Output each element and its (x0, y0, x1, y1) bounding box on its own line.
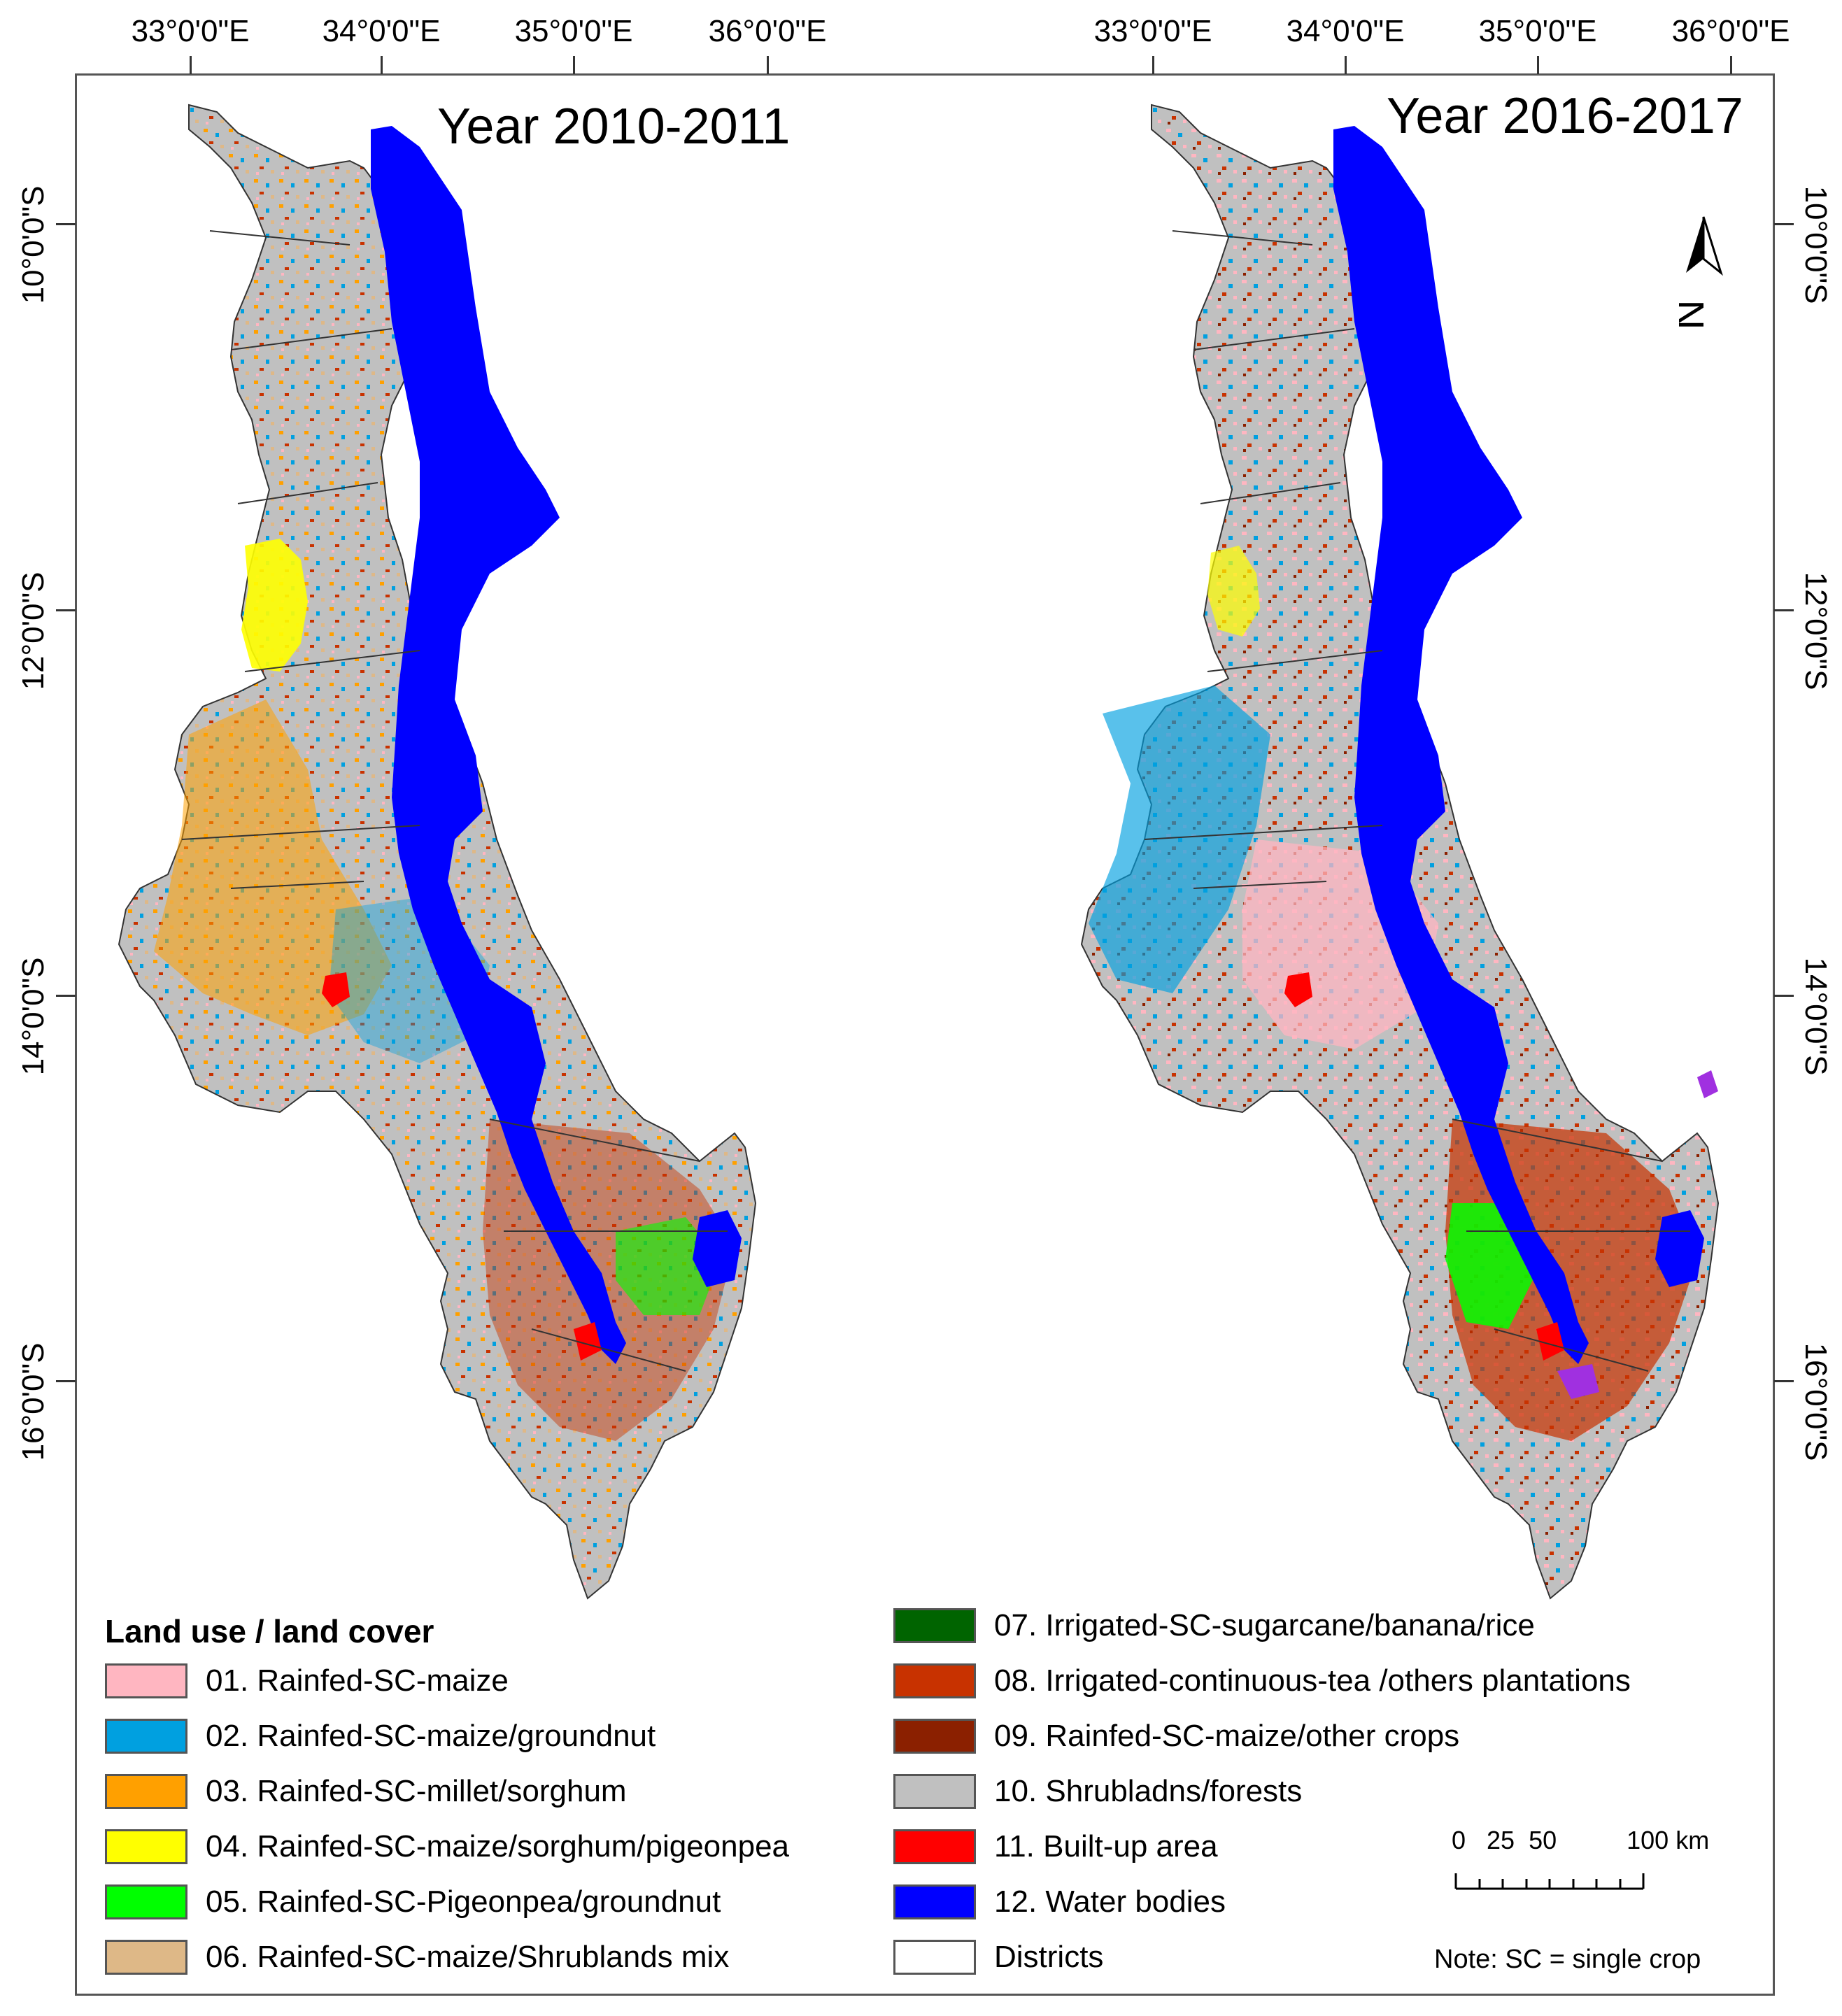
scale-bar (1454, 1873, 1645, 1890)
land-cover-maps (118, 104, 1720, 1600)
legend-item: 09. Rainfed-SC-maize/other crops (893, 1717, 1459, 1756)
lon-tick-mark (1730, 56, 1732, 74)
legend-swatch (105, 1663, 187, 1698)
legend-label: 12. Water bodies (994, 1884, 1226, 1919)
legend-swatch (893, 1940, 976, 1975)
legend-item: 04. Rainfed-SC-maize/sorghum/pigeonpea (105, 1827, 789, 1866)
lon-tick-mark (573, 56, 575, 74)
map-frame (75, 73, 1775, 1996)
legend-title: Land use / land cover (105, 1613, 434, 1649)
lon-tick-mark (381, 56, 383, 74)
legend-label: 02. Rainfed-SC-maize/groundnut (206, 1719, 656, 1753)
district-lines-2010 (181, 230, 728, 1372)
svg-text:N: N (1679, 299, 1713, 329)
legend-item: 12. Water bodies (893, 1882, 1226, 1922)
lon-tick-label: 33°0'0"E (131, 14, 250, 48)
lat-tick-mark (1774, 995, 1794, 997)
legend-label: 06. Rainfed-SC-maize/Shrublands mix (206, 1940, 730, 1974)
legend-label: 05. Rainfed-SC-Pigeonpea/groundnut (206, 1884, 721, 1919)
lon-tick-mark (1537, 56, 1539, 74)
lon-tick-label: 35°0'0"E (514, 14, 633, 48)
lon-tick-mark (767, 56, 769, 74)
map-2010-2011 (118, 104, 757, 1600)
legend-item: 11. Built-up area (893, 1827, 1218, 1866)
legend-item: 05. Rainfed-SC-Pigeonpea/groundnut (105, 1882, 721, 1922)
lat-tick-mark (56, 223, 76, 225)
legend-item: 01. Rainfed-SC-maize (105, 1661, 509, 1701)
legend-item: 08. Irrigated-continuous-tea /others pla… (893, 1661, 1631, 1701)
legend-item: 03. Rainfed-SC-millet/sorghum (105, 1772, 627, 1811)
yellow-region-2010 (241, 539, 308, 672)
legend-label: 01. Rainfed-SC-maize (206, 1663, 509, 1698)
lon-tick-mark (1152, 56, 1154, 74)
legend-label: 03. Rainfed-SC-millet/sorghum (206, 1774, 627, 1808)
legend-label: 09. Rainfed-SC-maize/other crops (994, 1719, 1460, 1753)
scale-labels: 0 25 50 100 km (1452, 1826, 1710, 1854)
yellow-region-2016 (1207, 546, 1260, 637)
legend-swatch (893, 1829, 976, 1864)
legend-swatch (105, 1940, 187, 1975)
legend-swatch (893, 1884, 976, 1919)
orange-region-2010 (154, 700, 392, 1035)
lon-tick-label: 34°0'0"E (322, 14, 441, 48)
legend-item: 06. Rainfed-SC-maize/Shrublands mix (105, 1938, 729, 1977)
lake-malawi-2010 (371, 126, 626, 1364)
green-patches-2010 (616, 1217, 721, 1315)
legend-item: 10. Shrubladns/forests (893, 1772, 1302, 1811)
panel-title-right: Year 2016-2017 (1387, 88, 1743, 144)
built-up-blantyre-2010 (574, 1322, 602, 1361)
legend-swatch (105, 1829, 187, 1864)
lon-tick-label: 36°0'0"E (708, 14, 827, 48)
lon-tick-label: 35°0'0"E (1478, 14, 1597, 48)
built-up-lilongwe-2016 (1284, 972, 1312, 1007)
lon-tick-mark (190, 56, 192, 74)
legend-swatch (893, 1608, 976, 1643)
lon-tick-mark (1345, 56, 1347, 74)
legend-label: 08. Irrigated-continuous-tea /others pla… (994, 1663, 1631, 1698)
lake-malawi-2016 (1333, 126, 1589, 1364)
north-arrow-icon: N (1679, 216, 1723, 330)
blue-region-2016 (1089, 686, 1270, 993)
legend-label: 11. Built-up area (994, 1829, 1218, 1864)
built-up-lilongwe-2010 (322, 972, 350, 1007)
legend-swatch (105, 1774, 187, 1809)
note-text: Note: SC = single crop (1434, 1945, 1701, 1974)
lon-tick-label: 36°0'0"E (1671, 14, 1790, 48)
lat-tick-mark (56, 995, 76, 997)
lat-tick-mark (1774, 223, 1794, 225)
built-up-blantyre-2016 (1536, 1322, 1564, 1361)
lake-malombe-2016 (1655, 1210, 1704, 1287)
legend-swatch (893, 1719, 976, 1754)
legend-swatch (893, 1774, 976, 1809)
legend-item: 07. Irrigated-SC-sugarcane/banana/rice (893, 1606, 1535, 1645)
legend-item: 02. Rainfed-SC-maize/groundnut (105, 1717, 656, 1756)
legend-label: 04. Rainfed-SC-maize/sorghum/pigeonpea (206, 1829, 790, 1864)
lat-tick-mark (56, 1380, 76, 1382)
lat-tick-mark (56, 609, 76, 611)
panel-title-left: Year 2010-2011 (437, 99, 791, 155)
legend-label: Districts (994, 1940, 1104, 1974)
legend-swatch (893, 1663, 976, 1698)
legend-swatch (105, 1884, 187, 1919)
map-2016-2017 (1080, 104, 1720, 1600)
legend-label: 10. Shrubladns/forests (994, 1774, 1303, 1808)
legend-label: 07. Irrigated-SC-sugarcane/banana/rice (994, 1608, 1535, 1642)
lat-tick-mark (1774, 609, 1794, 611)
lat-tick-mark (1774, 1380, 1794, 1382)
legend-swatch (105, 1719, 187, 1754)
legend-item: Districts (893, 1938, 1103, 1977)
district-lines-2016 (1144, 230, 1690, 1372)
lon-tick-label: 34°0'0"E (1286, 14, 1405, 48)
lon-tick-label: 33°0'0"E (1093, 14, 1212, 48)
lake-malombe-2010 (693, 1210, 742, 1287)
